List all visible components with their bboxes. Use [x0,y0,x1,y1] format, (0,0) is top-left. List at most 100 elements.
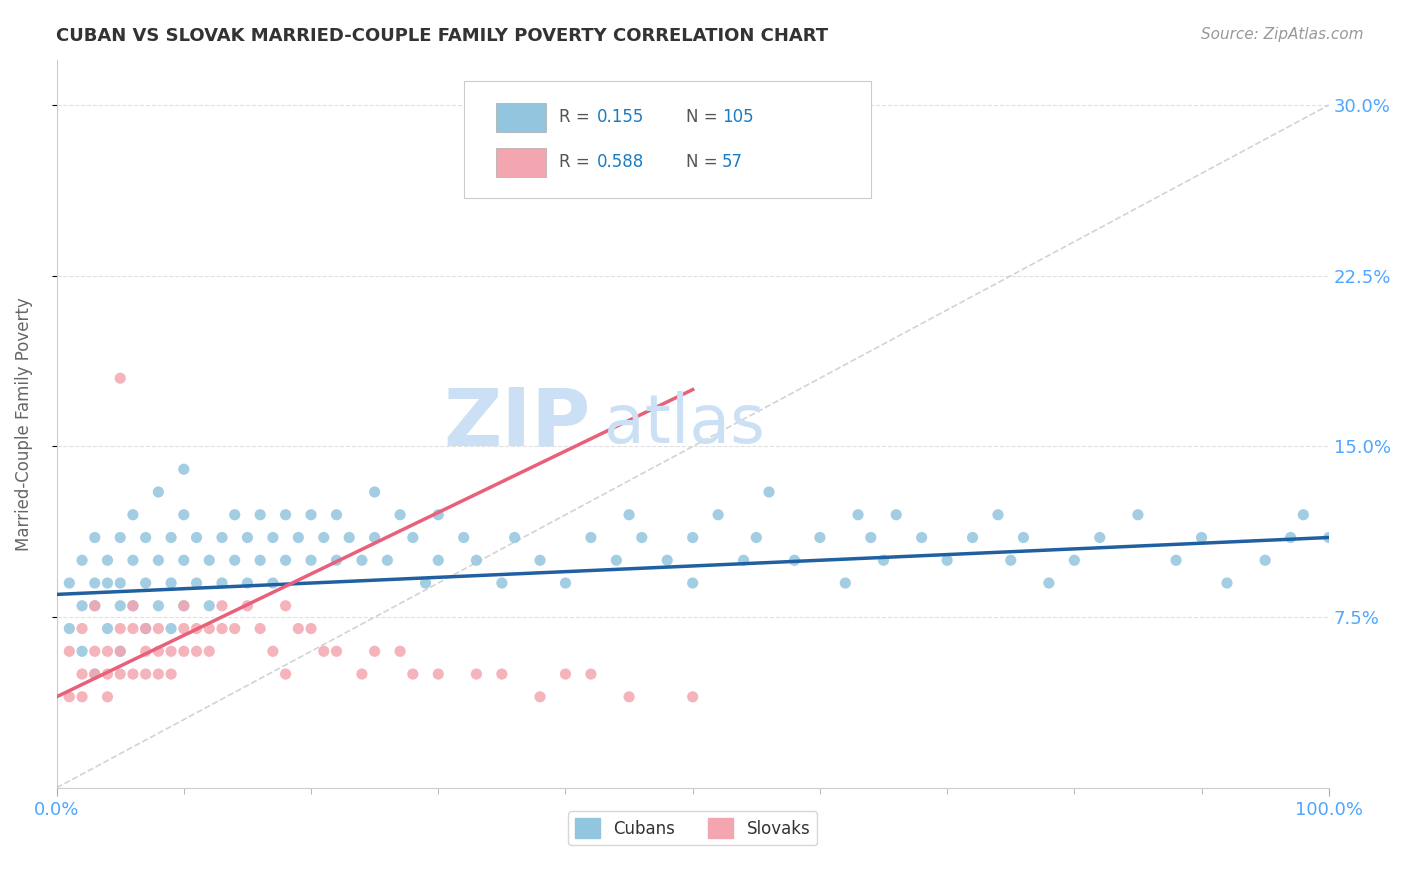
Point [96,644,118,658]
Point [491,576,513,591]
Point [465,667,488,681]
Point [503,531,526,545]
Point [236,599,259,613]
Text: 105: 105 [721,108,754,127]
Point [707,508,730,522]
Point [554,667,576,681]
Point [122,667,145,681]
Point [148,667,170,681]
Point [173,599,195,613]
Point [846,508,869,522]
Point [83,576,105,591]
Point [262,644,284,658]
Text: Source: ZipAtlas.com: Source: ZipAtlas.com [1201,27,1364,42]
Point [110,667,132,681]
Text: ZIP: ZIP [444,384,591,463]
Point [186,576,208,591]
Point [554,576,576,591]
Legend: Cubans, Slovaks: Cubans, Slovaks [568,812,817,845]
Point [122,622,145,636]
Point [312,644,335,658]
Point [211,599,233,613]
Point [83,531,105,545]
Point [884,508,907,522]
Point [148,599,170,613]
Point [70,599,93,613]
Point [657,553,679,567]
Point [198,622,221,636]
Point [249,553,271,567]
Point [274,599,297,613]
Point [224,553,246,567]
Point [96,622,118,636]
Point [135,576,157,591]
Point [135,667,157,681]
Point [1088,531,1111,545]
Point [262,531,284,545]
Point [682,690,704,704]
Point [834,576,856,591]
Point [148,622,170,636]
Point [58,690,80,704]
Point [96,576,118,591]
Point [987,508,1010,522]
Point [287,622,309,636]
Point [110,644,132,658]
Point [363,485,385,500]
Point [630,531,652,545]
Point [389,508,412,522]
Point [1038,576,1060,591]
Point [262,576,284,591]
Point [682,576,704,591]
Point [135,531,157,545]
Point [491,667,513,681]
Point [211,622,233,636]
Point [1063,553,1085,567]
Point [872,553,894,567]
Point [962,531,984,545]
Point [186,644,208,658]
FancyBboxPatch shape [495,103,547,132]
Point [236,576,259,591]
Point [122,553,145,567]
Point [389,644,412,658]
Text: 0.588: 0.588 [598,153,644,171]
Text: N =: N = [686,153,723,171]
Point [529,690,551,704]
Point [96,553,118,567]
Point [377,553,399,567]
Point [198,599,221,613]
Point [1216,576,1239,591]
Point [96,667,118,681]
Point [83,644,105,658]
Point [579,667,602,681]
Point [745,531,768,545]
Point [122,599,145,613]
Point [160,531,183,545]
Point [70,553,93,567]
Point [198,553,221,567]
Point [83,599,105,613]
Point [350,667,373,681]
Point [58,622,80,636]
Point [1000,553,1022,567]
Point [249,508,271,522]
Point [402,531,425,545]
Point [198,644,221,658]
Point [682,531,704,545]
Point [186,622,208,636]
Point [70,667,93,681]
Point [135,622,157,636]
Point [173,553,195,567]
Text: 0.155: 0.155 [598,108,645,127]
Point [110,531,132,545]
Point [274,553,297,567]
Point [350,553,373,567]
Point [135,622,157,636]
Point [325,644,347,658]
Point [1292,508,1315,522]
Point [299,553,322,567]
Point [110,644,132,658]
Point [1126,508,1149,522]
Point [58,644,80,658]
